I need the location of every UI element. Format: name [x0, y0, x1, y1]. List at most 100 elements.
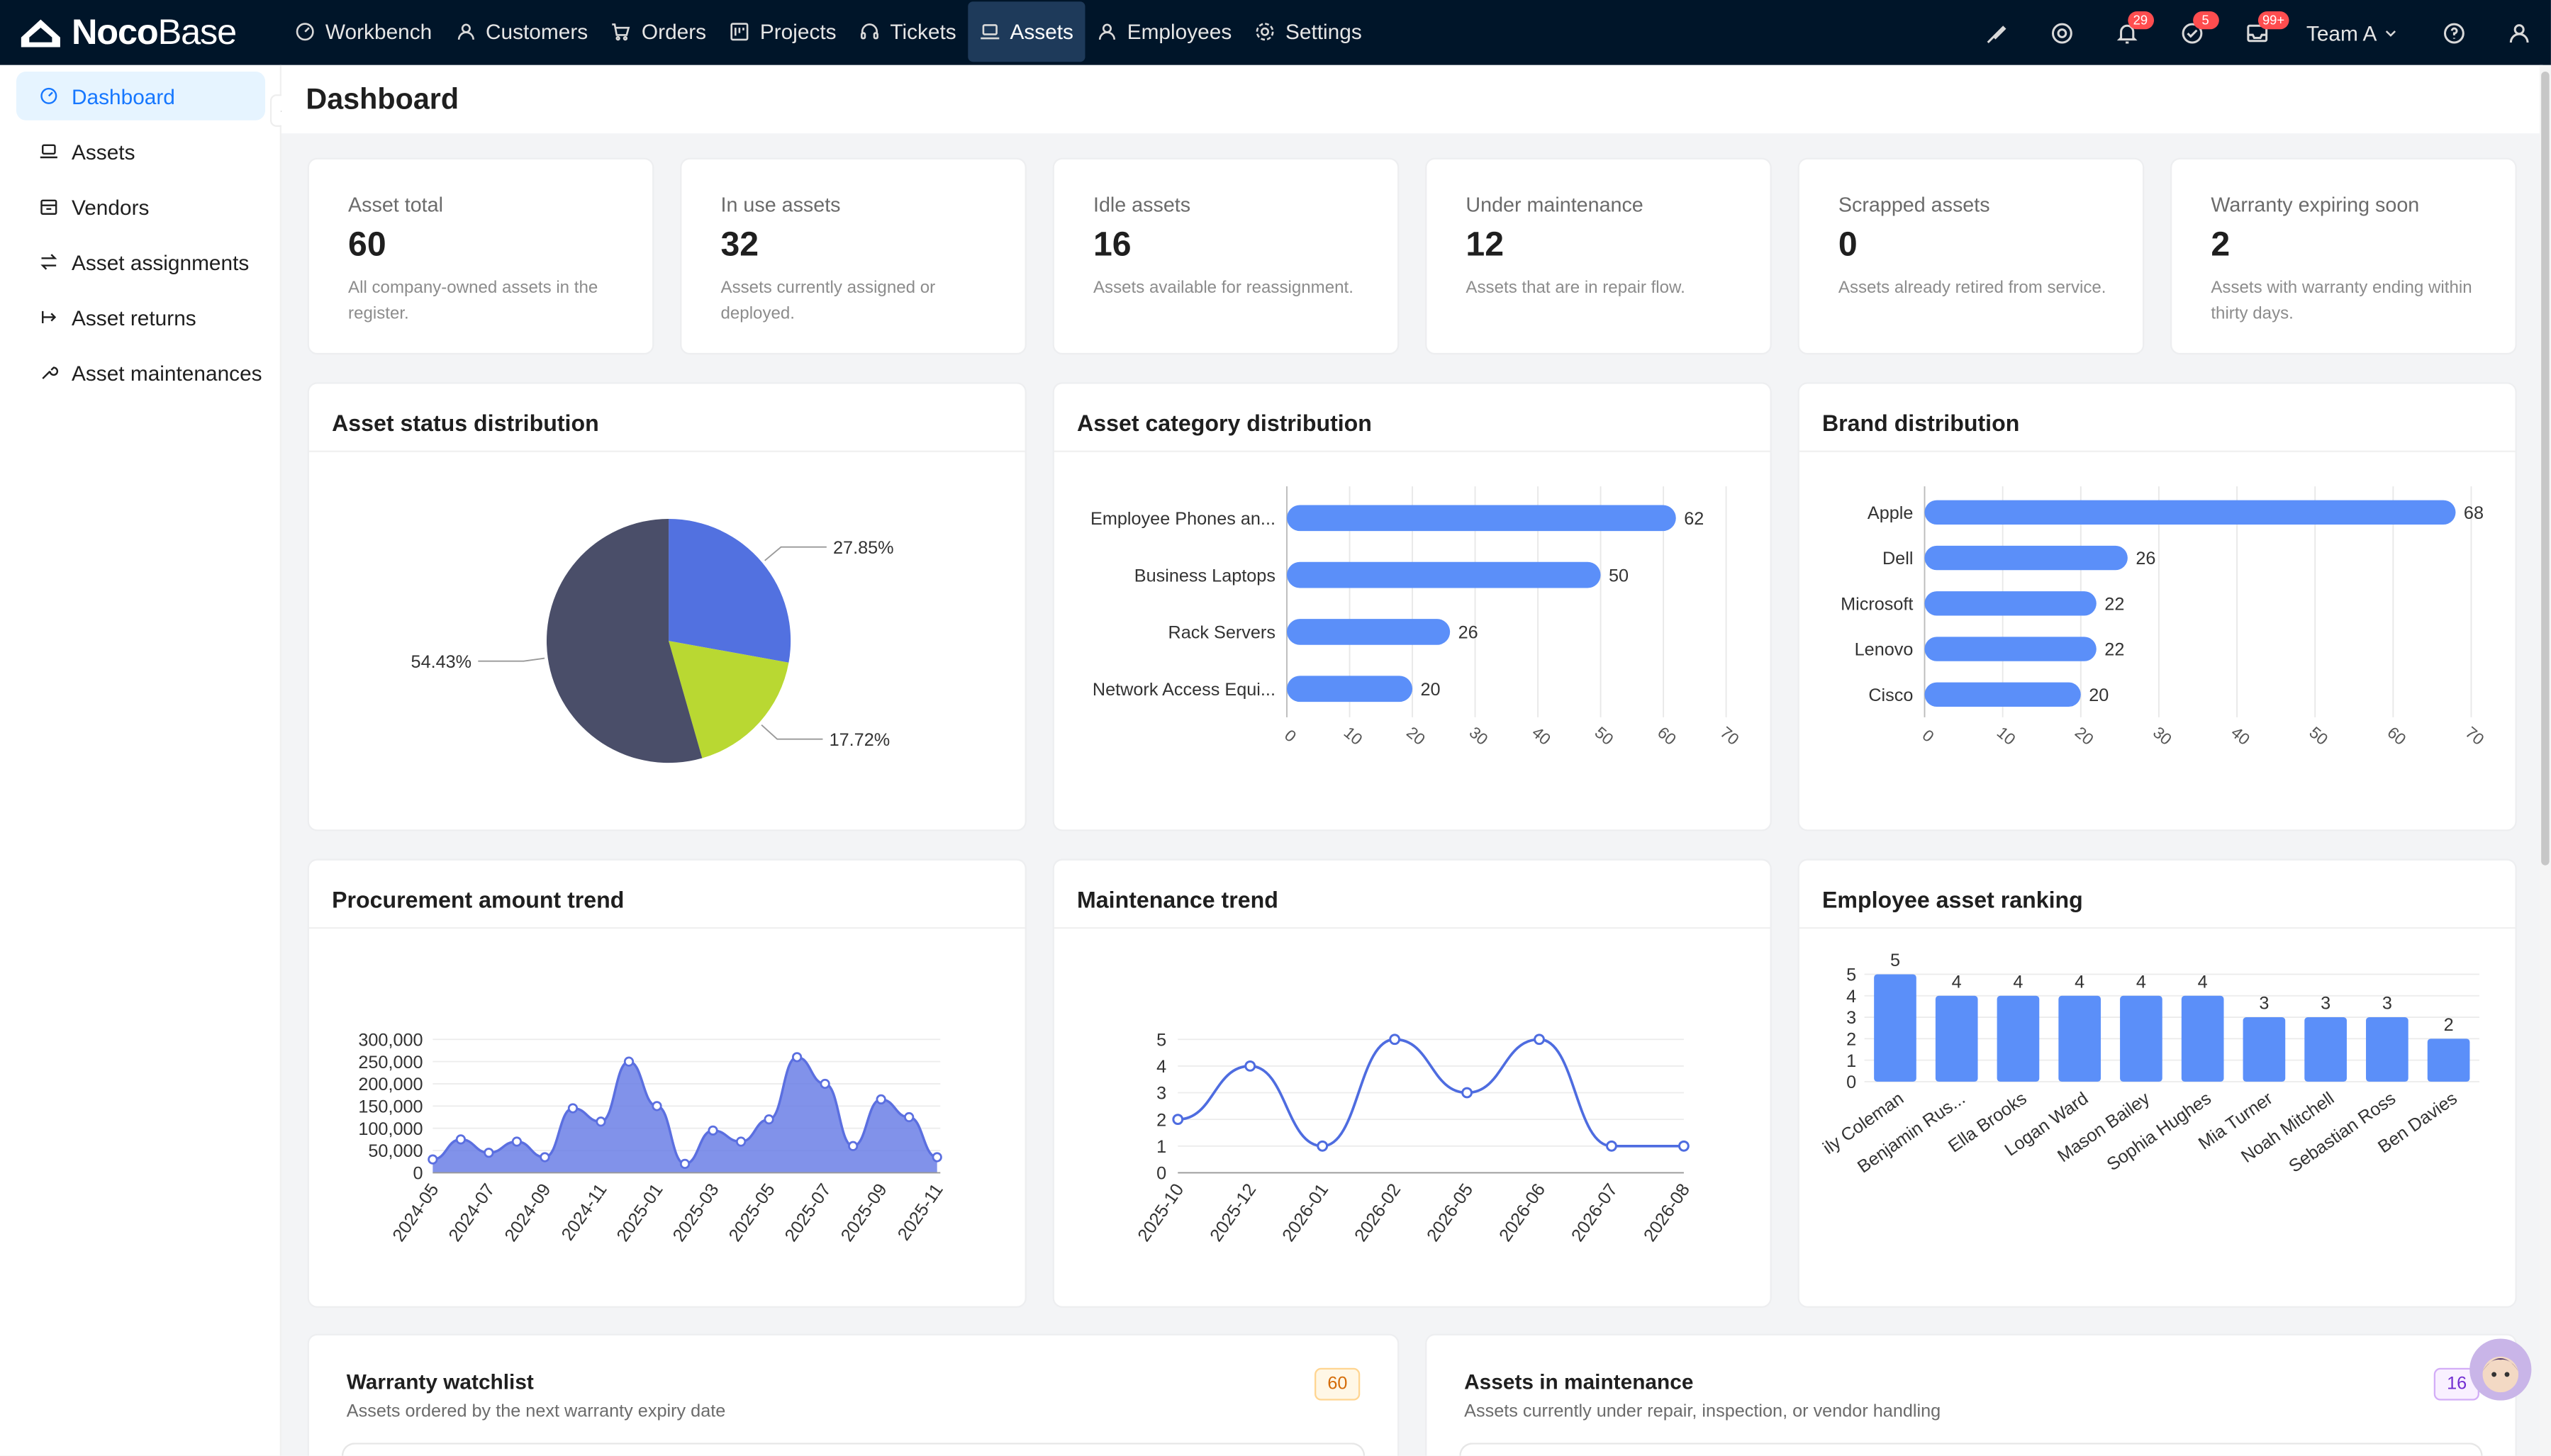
sidebar-item-label: Dashboard — [71, 84, 175, 108]
stat-description: Assets that are in repair flow. — [1466, 278, 1685, 298]
y-tick-label: 5 — [1846, 965, 1856, 985]
stat-value: 16 — [1093, 225, 1132, 264]
help-icon — [2443, 22, 2464, 43]
top-navbar: NocoBase Workbench Customers Orders Project… — [0, 0, 2551, 65]
chart-title: Employee asset ranking — [1821, 886, 2083, 913]
bar-value-label: 2 — [2444, 1015, 2454, 1035]
y-tick-label: 1 — [1846, 1051, 1856, 1071]
nav-item-employees[interactable]: Employees — [1085, 1, 1243, 62]
stat-label: Warranty expiring soon — [2211, 194, 2420, 217]
x-tick-label: 70 — [2462, 723, 2488, 749]
notifications-badge: 29 — [2127, 11, 2154, 30]
messages-button[interactable]: 99+ — [2225, 0, 2290, 65]
chart-title: Asset category distribution — [1077, 410, 1372, 436]
list-title: Assets in maintenance — [1464, 1370, 1694, 1394]
data-point — [567, 1103, 579, 1114]
stat-description: All company-owned assets in the register… — [348, 278, 598, 323]
bar — [1924, 500, 2456, 525]
data-point — [1389, 1034, 1401, 1046]
settings-button[interactable] — [2030, 0, 2095, 65]
nav-item-label: Projects — [759, 19, 837, 44]
bar-value-label: 3 — [2382, 994, 2392, 1014]
pie-label: 54.43% — [411, 652, 472, 672]
user-icon — [457, 23, 474, 40]
help-button[interactable] — [2421, 0, 2486, 65]
nav-item-projects[interactable]: Projects — [718, 1, 847, 62]
y-tick-label: Rack Servers — [1168, 623, 1276, 643]
y-tick-label: 0 — [413, 1164, 423, 1184]
nav-item-label: Workbench — [325, 19, 432, 44]
data-point — [540, 1152, 550, 1163]
nav-item-customers[interactable]: Customers — [443, 1, 599, 62]
data-point — [455, 1134, 466, 1145]
count-badge: 60 — [1314, 1367, 1361, 1401]
nav-item-label: Orders — [641, 19, 707, 44]
nav-item-assets[interactable]: Assets — [967, 1, 1085, 62]
sidebar-item-assets[interactable]: Assets — [16, 127, 265, 176]
y-tick-label: 3 — [1156, 1084, 1166, 1104]
chart-title: Procurement amount trend — [332, 886, 625, 913]
area-fill — [432, 1057, 937, 1173]
sidebar-item-dashboard[interactable]: Dashboard — [16, 71, 266, 121]
bar — [1924, 637, 2097, 661]
sidebar-item-label: Asset maintenances — [71, 360, 262, 385]
data-point — [735, 1136, 747, 1147]
sidebar-item-vendors[interactable]: Vendors — [16, 182, 265, 231]
sidebar-item-label: Assets — [71, 139, 135, 164]
stat-card: Under maintenance 12 Assets that are in re… — [1425, 157, 1772, 355]
nav-item-tickets[interactable]: Tickets — [848, 1, 968, 62]
x-tick-label: 2025-09 — [837, 1180, 891, 1245]
sidebar-item-asset-returns[interactable]: Asset returns — [16, 293, 265, 342]
bar-value-label: 50 — [1609, 566, 1629, 586]
pie-label: 17.72% — [830, 730, 891, 750]
sidebar-item-label: Vendors — [71, 194, 150, 219]
pie-slice — [669, 518, 791, 663]
x-tick-label: 30 — [2150, 723, 2175, 749]
nav-item-workbench[interactable]: Workbench — [283, 1, 443, 62]
profile-button[interactable] — [2486, 0, 2551, 65]
stat-value: 60 — [348, 225, 386, 264]
x-tick-label: 2025-03 — [669, 1180, 723, 1245]
y-tick-label: 2 — [1846, 1030, 1856, 1050]
y-tick-label: Business Laptops — [1134, 566, 1276, 586]
tasks-button[interactable]: 5 — [2160, 0, 2225, 65]
stat-card: Asset total 60 All company-owned assets in… — [307, 157, 654, 355]
data-point — [511, 1136, 523, 1147]
sidebar-item-asset-maintenances[interactable]: Asset maintenances — [16, 348, 265, 397]
y-tick-label: 0 — [1846, 1073, 1856, 1092]
bar — [2120, 995, 2162, 1082]
x-tick-label: 2026-07 — [1568, 1180, 1621, 1245]
gear-icon — [2052, 22, 2073, 43]
stat-card: Idle assets 16 Assets available for reassi… — [1052, 157, 1400, 355]
data-point — [623, 1056, 635, 1067]
sidebar-item-asset-assignments[interactable]: Asset assignments — [16, 237, 265, 286]
bar — [2304, 1017, 2347, 1082]
list-table — [341, 1443, 1366, 1456]
x-tick-label: Benjamin Rus... — [1854, 1088, 1969, 1177]
app-logo[interactable]: NocoBase — [20, 10, 237, 55]
user-icon — [1098, 23, 1115, 40]
bar — [1287, 619, 1451, 645]
bar-value-label: 22 — [2104, 640, 2124, 660]
data-point — [764, 1114, 774, 1125]
x-tick-label: 2024-09 — [501, 1180, 554, 1245]
scrollbar-thumb[interactable] — [2541, 71, 2550, 866]
y-tick-label: Network Access Equi... — [1093, 680, 1276, 700]
x-tick-label: 2024-05 — [389, 1180, 442, 1245]
data-point — [1461, 1087, 1473, 1099]
assistant-avatar[interactable] — [2469, 1338, 2532, 1401]
nav-item-settings[interactable]: Settings — [1243, 1, 1373, 62]
y-tick-label: 0 — [1156, 1164, 1166, 1184]
chart-card-status: Asset status distribution 27.85% 17.72% 54… — [307, 382, 1027, 831]
nav-item-label: Tickets — [890, 19, 956, 44]
sidebar: Dashboard Assets Vendors Asset assignments A… — [0, 65, 281, 1456]
x-tick-label: 40 — [2228, 723, 2253, 749]
nav-item-orders[interactable]: Orders — [599, 1, 718, 62]
theme-editor-button[interactable] — [1965, 0, 2030, 65]
x-tick-label: 2026-01 — [1278, 1180, 1332, 1245]
notifications-button[interactable]: 29 — [2095, 0, 2160, 65]
x-tick-label: 2025-12 — [1206, 1180, 1260, 1245]
stat-card: Warranty expiring soon 2 Assets with warra… — [2170, 157, 2517, 355]
team-switcher[interactable]: Team A — [2290, 21, 2421, 45]
